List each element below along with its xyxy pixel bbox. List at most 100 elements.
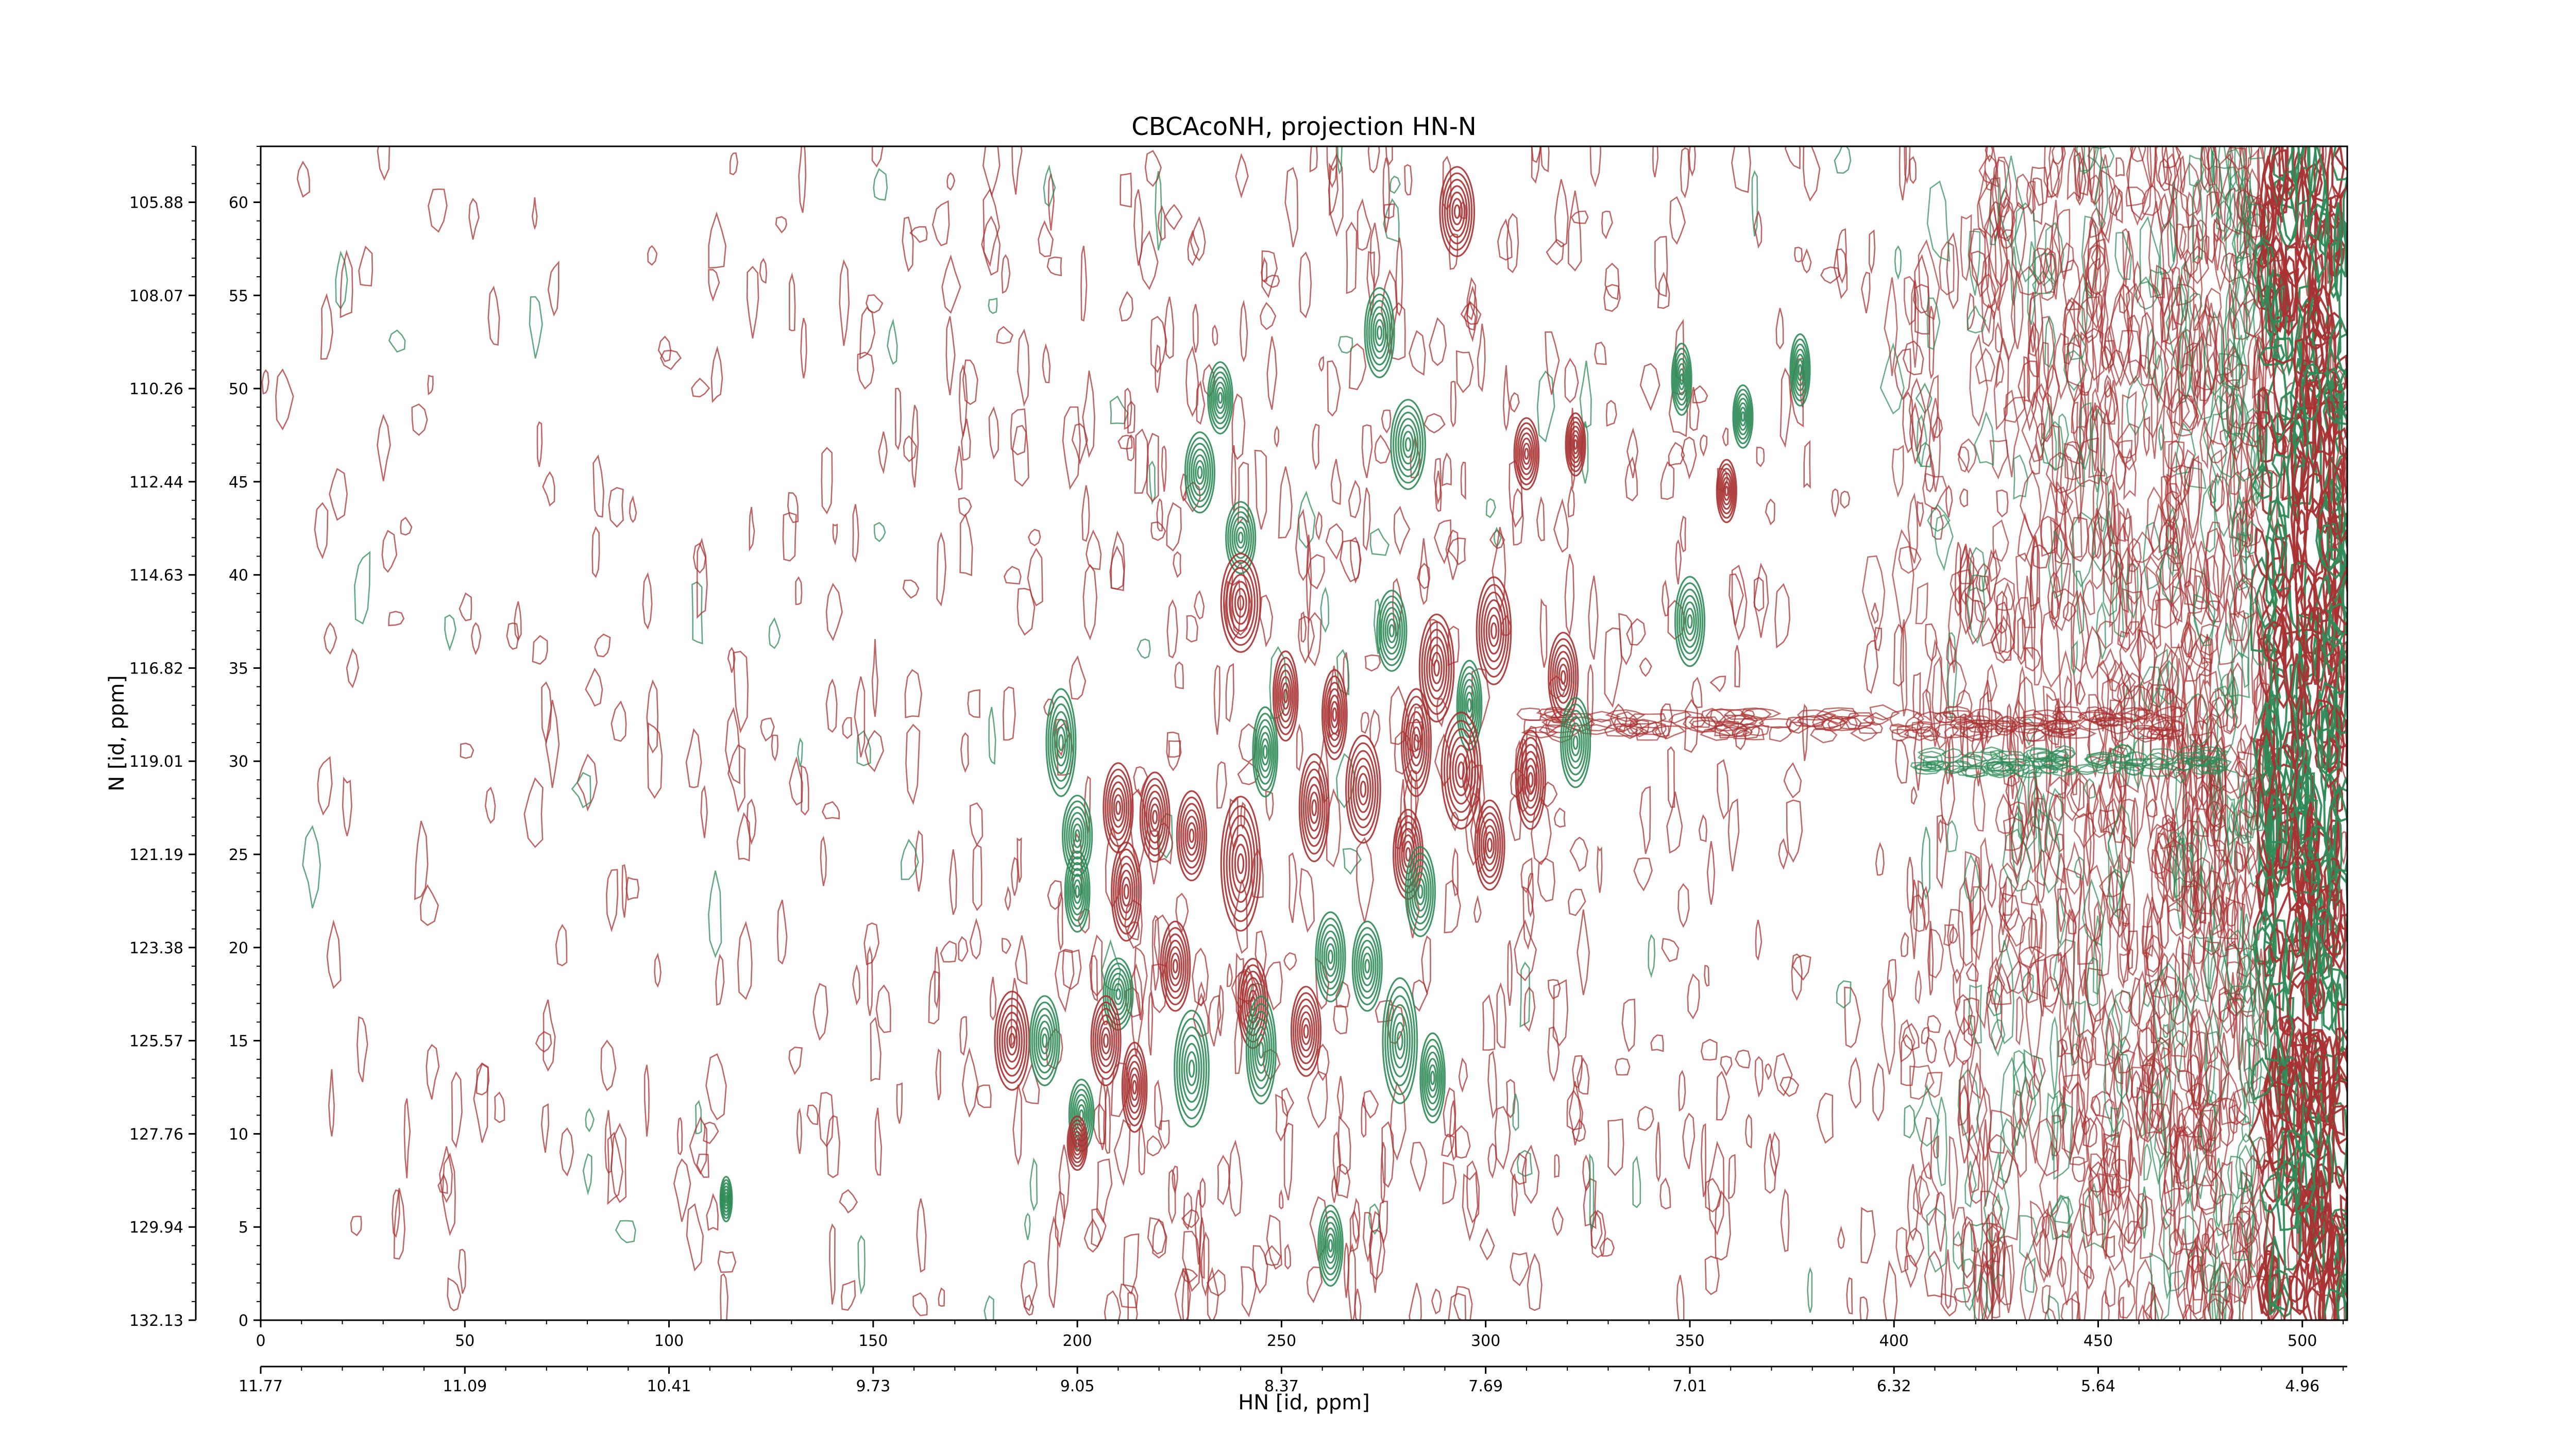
peak-40 [1315,911,1346,1003]
peak-12 [1225,501,1257,575]
solvent-ridge-contours [1516,146,2347,1320]
peak-27 [1045,688,1077,797]
peak-50 [1290,986,1322,1077]
x-index-axis: 0 50 100 150 200 250 300 350 400 450 500 [256,1320,2344,1350]
y-index-tick-label: 40 [229,567,248,585]
peak-30 [1103,762,1134,853]
x-ppm-tick-label: 9.05 [1060,1377,1095,1395]
peak-51 [1382,977,1418,1104]
x-ppm-tick-label: 5.64 [2081,1377,2115,1395]
x-index-tick-label: 200 [1062,1332,1092,1350]
y-ppm-tick-label: 110.26 [129,380,183,398]
peak-21 [1321,669,1348,761]
x-index-tick-label: 400 [1879,1332,1909,1350]
peak-9 [1716,459,1737,524]
peak-2 [1364,287,1395,378]
peak-33 [1176,790,1208,882]
peak-42 [1160,920,1191,1012]
y-ppm-axis: 132.13 129.94 127.76 125.57 123.38 121.19 119.… [129,146,197,1330]
x-ppm-tick-label: 6.32 [1877,1377,1911,1395]
y-index-tick-label: 35 [229,660,248,678]
y-axis-label: N [id, ppm] [105,675,129,791]
x-ppm-tick-label: 11.09 [443,1377,487,1395]
peak-3 [1207,361,1233,435]
peak-26 [1515,730,1546,830]
peak-contours [719,166,1811,1287]
chart-title: CBCAcoNH, projection HN-N [1131,112,1477,141]
y-index-tick-label: 30 [229,753,248,771]
peak-46 [1029,995,1060,1086]
peak-56 [719,1176,733,1223]
x-ppm-tick-label: 4.96 [2285,1377,2319,1395]
plot-area [261,146,2347,1320]
peak-24 [1252,706,1279,798]
peak-38 [1064,850,1091,933]
peak-10 [1513,417,1540,491]
peak-8 [1789,333,1811,407]
y-index-tick-label: 20 [229,939,248,957]
y-index-axis: 0 5 10 15 20 25 30 35 40 45 50 55 60 [229,146,261,1330]
x-ppm-tick-label: 8.37 [1264,1377,1299,1395]
x-index-tick-label: 350 [1675,1332,1704,1350]
y-ppm-tick-label: 116.82 [129,660,183,678]
y-ppm-tick-label: 121.19 [129,846,183,864]
peak-7 [1732,384,1754,449]
peak-32 [1062,795,1093,877]
y-ppm-tick-label: 119.01 [129,753,183,771]
y-index-tick-label: 15 [229,1033,248,1051]
peak-5 [1184,431,1215,514]
peak-13 [1220,552,1261,653]
y-ppm-tick-label: 129.94 [129,1219,183,1237]
y-index-tick-label: 50 [229,380,248,398]
y-index-tick-label: 5 [239,1219,248,1237]
x-ppm-tick-label: 10.41 [647,1377,691,1395]
x-ppm-tick-label: 7.01 [1673,1377,1707,1395]
y-index-tick-label: 60 [229,194,248,212]
peak-22 [1560,697,1591,788]
y-ppm-tick-label: 114.63 [129,567,183,585]
y-index-tick-label: 25 [229,846,248,864]
peak-16 [1376,589,1408,672]
peak-55 [1066,1115,1088,1171]
peak-25 [1440,711,1482,830]
noise-contours [261,146,2347,1320]
peak-6 [1671,342,1692,416]
y-ppm-tick-label: 132.13 [129,1312,183,1330]
peak-49 [1245,995,1277,1105]
x-index-tick-label: 500 [2287,1332,2317,1350]
peak-1 [1439,166,1476,257]
x-ppm-tick-label: 7.69 [1468,1377,1503,1395]
peak-34 [1220,796,1261,932]
x-axis-label: HN [id, ppm] [1238,1391,1370,1414]
x-index-tick-label: 0 [256,1332,265,1350]
peak-23 [1400,688,1432,797]
peak-28 [1345,734,1381,844]
peak-53 [1121,1041,1148,1133]
x-ppm-tick-label: 9.73 [856,1377,890,1395]
peak-31 [1139,771,1171,863]
x-ppm-tick-label: 11.77 [239,1377,283,1395]
y-index-tick-label: 0 [239,1312,248,1330]
x-index-tick-label: 150 [858,1332,888,1350]
peak-18 [1548,632,1579,723]
x-index-tick-label: 100 [654,1332,684,1350]
y-ppm-tick-label: 108.07 [129,287,183,305]
y-index-tick-label: 10 [229,1125,248,1143]
x-index-tick-label: 450 [2083,1332,2113,1350]
peak-52 [1419,1032,1446,1124]
x-ppm-axis: 11.77 11.09 10.41 9.73 9.05 8.37 7.69 7.01 6.32 5… [239,1366,2347,1395]
peak-29 [1298,753,1330,863]
peak-14 [1476,576,1512,685]
peak-15 [1674,576,1706,667]
peak-36 [1474,799,1505,891]
y-ppm-tick-label: 127.76 [129,1125,183,1143]
y-ppm-tick-label: 105.88 [129,194,183,212]
peak-48 [1174,1009,1210,1128]
peak-39 [1404,846,1436,937]
peak-4 [1390,399,1427,490]
peak-57 [1317,1204,1344,1287]
y-index-tick-label: 55 [229,287,248,305]
y-ppm-tick-label: 112.44 [129,474,183,492]
peak-41 [1351,920,1383,1012]
